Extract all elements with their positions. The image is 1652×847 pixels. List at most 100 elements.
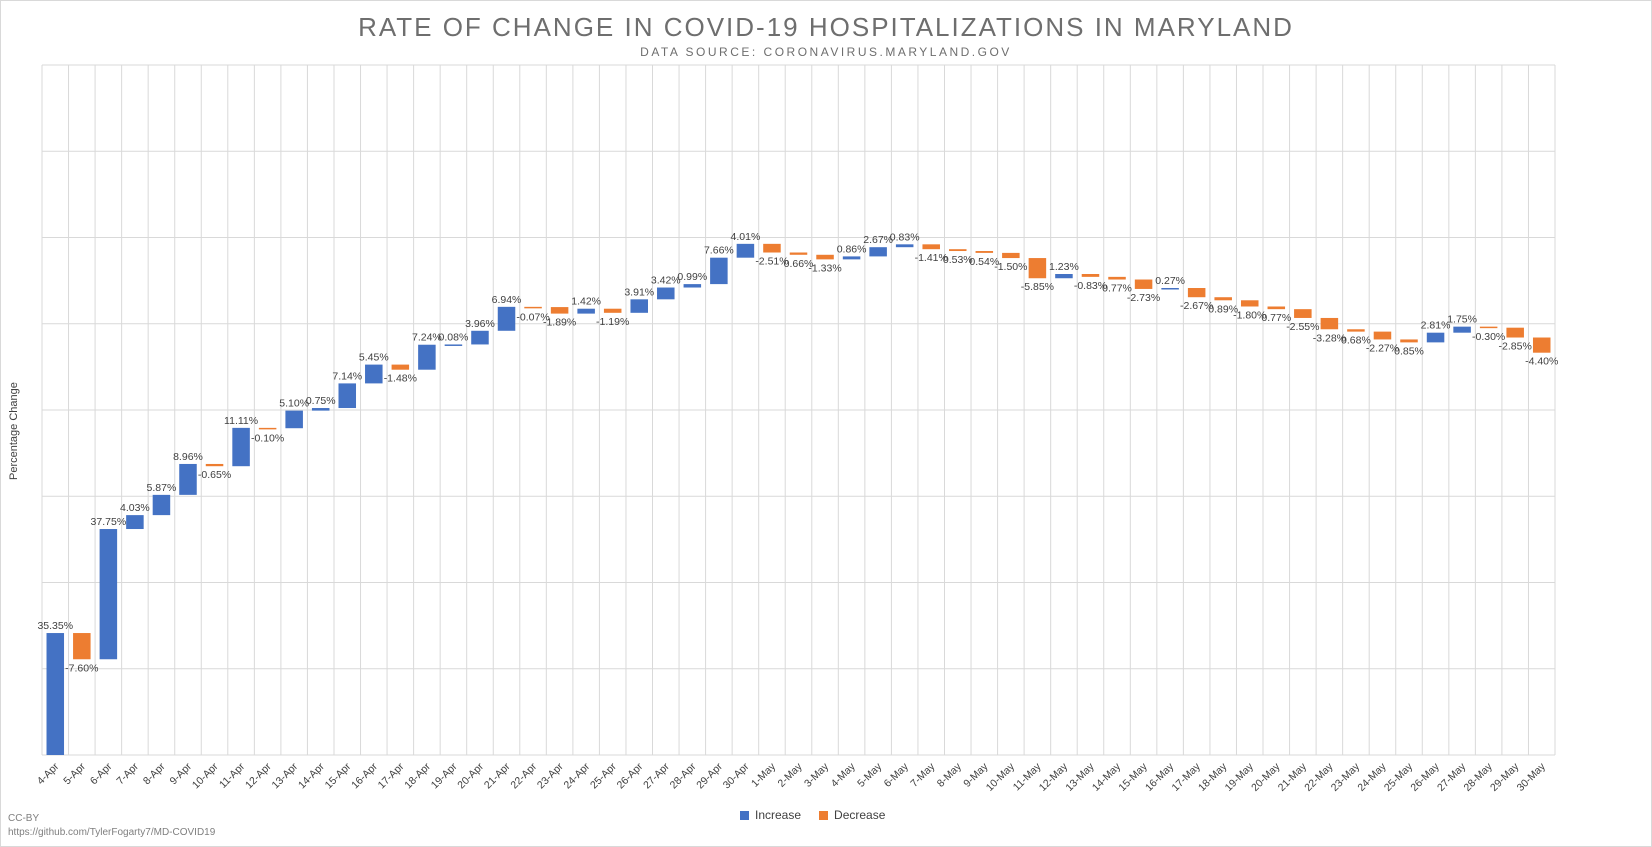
x-tick-label-5-Apr: 5-Apr	[61, 760, 88, 787]
data-label-12-May: 1.23%	[1049, 261, 1079, 273]
bar-18-Apr	[418, 344, 436, 370]
bar-15-Apr	[338, 383, 357, 409]
data-label-11-Apr: 11.11%	[224, 415, 258, 427]
bar-22-May	[1320, 317, 1339, 330]
data-label-23-Apr: -1.89%	[543, 317, 576, 329]
bar-7-Apr	[126, 515, 144, 530]
bar-20-May	[1267, 306, 1286, 310]
data-label-7-May: -1.41%	[915, 252, 948, 264]
bar-18-May	[1214, 297, 1232, 301]
bar-8-May	[949, 249, 967, 252]
x-tick-label-5-May: 5-May	[855, 760, 885, 790]
bar-28-Apr	[683, 284, 702, 288]
x-tick-label-8-May: 8-May	[935, 760, 965, 790]
data-label-1-May: -2.51%	[755, 256, 788, 268]
bar-10-May	[1002, 252, 1020, 259]
bar-5-May	[869, 247, 887, 257]
x-tick-label-30-Apr: 30-Apr	[721, 760, 752, 791]
data-label-18-Apr: 7.24%	[412, 332, 442, 344]
bar-1-May	[763, 243, 781, 253]
x-tick-label-20-Apr: 20-Apr	[455, 760, 486, 791]
data-label-12-Apr: -0.10%	[251, 432, 284, 444]
x-tick-label-22-Apr: 22-Apr	[508, 760, 539, 791]
bar-6-Apr	[99, 529, 118, 660]
data-label-5-May: 2.67%	[863, 234, 893, 246]
x-tick-label-16-Apr: 16-Apr	[349, 760, 380, 791]
bar-25-Apr	[603, 308, 622, 313]
license-text: CC-BY	[8, 813, 40, 824]
data-label-29-Apr: 7.66%	[704, 245, 734, 257]
data-label-3-May: -1.33%	[808, 262, 841, 274]
legend-item-decrease[interactable]: Decrease	[819, 808, 885, 822]
bar-27-May	[1453, 326, 1471, 333]
bar-29-Apr	[710, 257, 728, 285]
bar-30-Apr	[736, 243, 755, 258]
data-label-14-Apr: 0.75%	[306, 395, 336, 407]
data-label-4-May: 0.86%	[837, 243, 867, 255]
repo-link[interactable]: https://github.com/TylerFogarty7/MD-COVI…	[8, 827, 216, 838]
bar-13-Apr	[285, 410, 303, 429]
data-label-24-Apr: 1.42%	[571, 296, 601, 308]
x-tick-label-12-Apr: 12-Apr	[243, 760, 274, 791]
legend-item-increase[interactable]: Increase	[740, 808, 801, 822]
data-label-27-Apr: 3.42%	[651, 275, 681, 287]
bar-11-May	[1028, 258, 1047, 279]
bar-10-Apr	[205, 463, 224, 467]
data-label-20-May: 0.77%	[1261, 312, 1291, 324]
data-label-20-Apr: 3.96%	[465, 318, 495, 330]
data-label-11-May: -5.85%	[1021, 281, 1054, 293]
x-tick-label-23-Apr: 23-Apr	[535, 760, 566, 791]
bar-6-May	[895, 244, 914, 248]
bar-5-Apr	[73, 633, 91, 660]
legend-swatch-decrease	[819, 810, 829, 820]
bar-17-Apr	[391, 364, 410, 370]
data-label-10-Apr: -0.65%	[198, 469, 231, 481]
x-tick-label-2-May: 2-May	[775, 760, 805, 790]
bar-21-May	[1294, 309, 1312, 318]
x-tick-label-7-Apr: 7-Apr	[114, 760, 141, 787]
data-label-13-Apr: 5.10%	[279, 398, 309, 410]
gridlines	[41, 64, 1556, 756]
bar-21-Apr	[497, 306, 516, 331]
data-label-30-Apr: 4.01%	[731, 231, 761, 243]
data-label-5-Apr: -7.60%	[65, 662, 98, 674]
data-label-28-May: -0.30%	[1472, 331, 1505, 343]
bar-30-May	[1532, 337, 1551, 353]
data-label-24-May: -2.27%	[1366, 342, 1399, 354]
legend: Increase Decrease	[740, 808, 885, 822]
bar-12-Apr	[258, 427, 277, 430]
data-label-16-Apr: 5.45%	[359, 352, 389, 364]
bar-4-Apr	[46, 633, 65, 755]
bar-11-Apr	[232, 427, 250, 467]
bar-20-Apr	[471, 330, 489, 345]
data-label-29-May: -2.85%	[1499, 341, 1532, 353]
x-tick-label-21-Apr: 21-Apr	[482, 760, 513, 791]
x-tick-label-6-May: 6-May	[882, 760, 912, 790]
x-tick-label-7-May: 7-May	[908, 760, 938, 790]
legend-label-increase: Increase	[755, 808, 802, 822]
x-tick-label-29-Apr: 29-Apr	[694, 760, 725, 791]
x-axis-tick-labels: 4-Apr 5-Apr 6-Apr 7-Apr 8-Apr 9-Apr10-Apr11-A…	[35, 760, 1549, 794]
data-label-22-Apr: -0.07%	[516, 311, 549, 323]
x-tick-label-17-Apr: 17-Apr	[376, 760, 407, 791]
x-tick-label-10-May: 10-May	[984, 760, 1018, 794]
x-tick-label-27-Apr: 27-Apr	[641, 760, 672, 791]
x-tick-label-24-Apr: 24-Apr	[562, 760, 593, 791]
data-label-30-May: -4.40%	[1525, 356, 1558, 368]
data-label-28-Apr: 0.99%	[677, 271, 707, 283]
x-tick-label-8-Apr: 8-Apr	[141, 760, 168, 787]
data-label-4-Apr: 35.35%	[37, 620, 73, 632]
bar-23-Apr	[550, 307, 569, 314]
data-label-21-May: -2.55%	[1286, 321, 1319, 333]
data-label-10-May: -1.50%	[994, 261, 1027, 273]
x-tick-label-1-May: 1-May	[749, 760, 779, 790]
bar-27-Apr	[657, 287, 675, 300]
data-label-8-Apr: 5.87%	[147, 482, 177, 494]
x-tick-label-3-May: 3-May	[802, 760, 832, 790]
chart-subtitle: DATA SOURCE: CORONAVIRUS.MARYLAND.GOV	[640, 45, 1012, 59]
bar-16-Apr	[365, 364, 383, 384]
bar-29-May	[1506, 327, 1524, 338]
x-tick-label-30-May: 30-May	[1515, 760, 1549, 794]
x-tick-label-11-Apr: 11-Apr	[217, 760, 248, 791]
